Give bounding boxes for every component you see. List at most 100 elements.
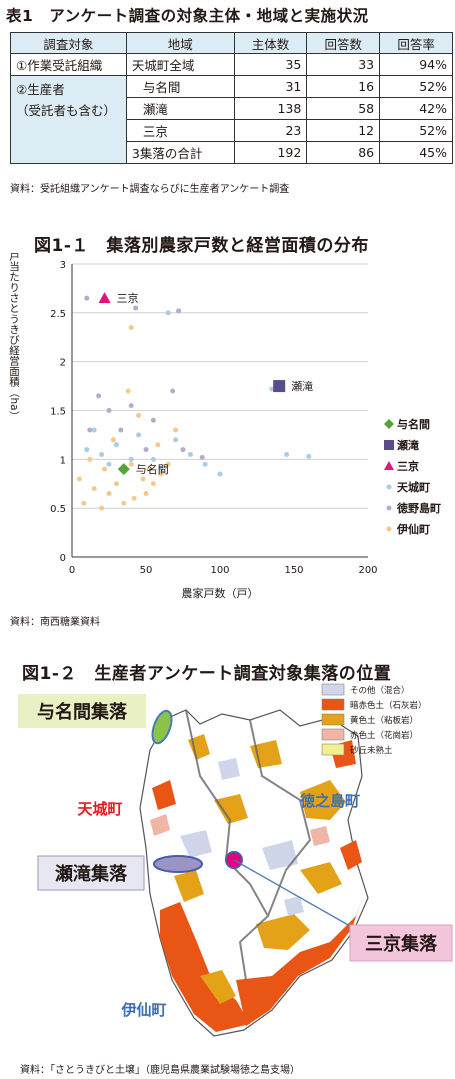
data-point [180,447,186,453]
legend-marker [386,505,392,511]
legend-marker [384,419,394,429]
data-point [99,505,105,511]
table-cell-subjects: 31 [233,75,308,98]
table-header: 調査対象 [10,32,127,54]
legend-label: 瀬滝 [397,438,419,452]
data-point [217,471,223,477]
table-row: 3集落の合計 192 86 45% [11,141,453,164]
data-point [118,427,124,433]
soil-legend-swatch [321,743,345,756]
y-tick-labels: 0 0.5 1 1.5 2 2.5 3 [50,260,66,564]
data-point [133,305,139,311]
y-tick-label: 2 [60,358,66,369]
amagi-town-label: 天城町 [77,800,122,818]
data-point [143,491,149,497]
table-cell-subjects: 35 [233,53,308,76]
x-tick-label: 200 [358,565,377,576]
data-point [199,454,205,460]
sankyo-label: 三京集落 [365,933,438,955]
y-tick-label: 0 [60,553,66,564]
sankyo-callout-box [349,924,453,962]
soil-legend-swatch [321,728,345,741]
table-cell-answers: 86 [306,141,381,164]
data-point [150,456,156,462]
x-tick-label: 100 [210,565,229,576]
legend-marker [386,526,392,532]
y-tick-label: 2.5 [50,309,66,320]
data-point [84,295,90,301]
data-point [113,481,119,487]
x-axis-label: 農家戸数（戸） [182,586,259,600]
data-point [91,486,97,492]
x-tick-label: 0 [69,565,75,576]
soil-legend: その他（混合） 暗赤色土（石灰岩） 黄色土（粘板岩） 赤色土（花崗岩） 砂丘未熟… [321,683,427,756]
table-cell-rate: 42% [379,97,453,120]
table-header: 地域 [125,32,235,54]
point-annotation: 三京 [117,291,139,305]
soil-legend-label: 赤色土（花崗岩） [350,730,418,741]
data-point [113,442,119,448]
survey-table: 調査対象 地域 主体数 回答数 回答率 ①作業受託組織 天城町全域 35 33 … [10,32,453,164]
data-point [155,442,161,448]
soil-map: 与名間集落 瀬滝集落 三京集落 天城町 徳之島町 伊仙町 その他（混合） 暗赤色… [18,683,453,1037]
data-point [84,447,90,453]
data-point [106,408,112,413]
yonama-marker [151,709,173,745]
data-point [306,453,312,459]
soil-legend-swatch [321,683,345,696]
data-point [165,461,171,467]
point-annotation: 与名間 [136,462,169,476]
table-cell-answers: 12 [306,119,381,142]
table-row: ①作業受託組織 天城町全域 35 33 94% [10,53,453,76]
legend-marker [384,440,394,450]
data-point [136,412,142,418]
isen-town-label: 伊仙町 [120,1001,166,1019]
legend-label: 徳野島町 [396,501,441,515]
figure2-title: 図1-２ 生産者アンケート調査対象集落の位置 [22,664,392,684]
y-tick-label: 0.5 [50,504,66,515]
data-points [76,292,312,511]
table-cell-rate: 52% [379,119,453,142]
setaki-marker [153,855,203,873]
data-point [102,466,108,472]
legend-label: 伊仙町 [396,522,430,536]
data-point [125,388,131,394]
data-point [106,461,112,467]
data-point [99,451,105,457]
data-point [128,403,134,409]
table-cell-subjects: 23 [233,119,308,142]
y-tick-label: 1.5 [50,407,66,418]
data-point [131,495,137,501]
soil-legend-swatch [321,698,345,711]
table-cell-area: 三京 [125,119,235,142]
data-point [158,466,164,472]
data-point [128,461,134,467]
table-source-note: 資料：受託組織アンケート調査ならびに生産者アンケート調査 [10,184,290,195]
data-point [96,393,102,399]
table-header-row: 調査対象 地域 主体数 回答数 回答率 [10,32,453,54]
legend-marker [384,461,394,470]
table-header: 回答率 [379,32,453,54]
data-point [87,456,93,462]
data-point [128,456,134,462]
data-point [81,500,87,506]
municipal-boundaries [185,709,312,981]
table-cell-subjects: 192 [233,141,308,164]
x-tick-label: 150 [284,565,303,576]
point-annotation: 瀬滝 [291,379,313,393]
data-point [273,380,286,393]
data-point [140,476,146,482]
table-cell-answers: 58 [306,97,381,120]
figure1-source-note: 資料：南西糖業資料 [10,617,100,628]
table-cell-area: 瀬滝 [125,97,235,120]
soil-legend-label: その他（混合） [350,685,410,696]
data-point [143,447,149,453]
chart-grid [72,263,368,509]
table-row: ②生産者 （受託者も含む） 与名間 31 16 52% [10,75,453,164]
table-header: 回答数 [306,32,381,54]
data-point [91,427,97,433]
table-cell-group: ②生産者 （受託者も含む） [10,75,127,164]
